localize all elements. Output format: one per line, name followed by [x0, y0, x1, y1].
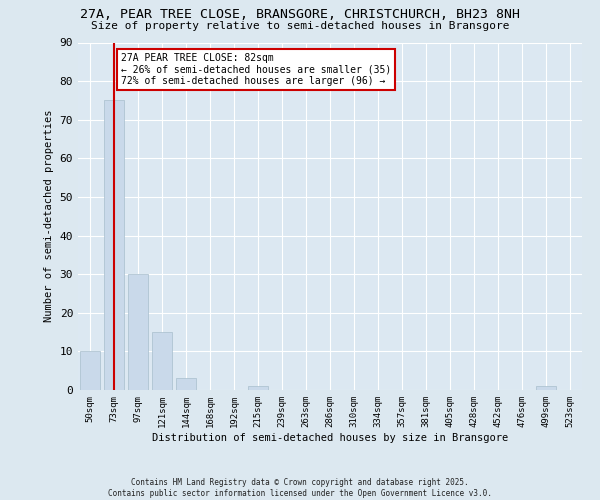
- Bar: [104, 100, 124, 390]
- X-axis label: Distribution of semi-detached houses by size in Bransgore: Distribution of semi-detached houses by …: [152, 432, 508, 442]
- Text: 27A PEAR TREE CLOSE: 82sqm
← 26% of semi-detached houses are smaller (35)
72% of: 27A PEAR TREE CLOSE: 82sqm ← 26% of semi…: [121, 53, 391, 86]
- Bar: [128, 274, 148, 390]
- Bar: [176, 378, 196, 390]
- Y-axis label: Number of semi-detached properties: Number of semi-detached properties: [44, 110, 54, 322]
- Text: 27A, PEAR TREE CLOSE, BRANSGORE, CHRISTCHURCH, BH23 8NH: 27A, PEAR TREE CLOSE, BRANSGORE, CHRISTC…: [80, 8, 520, 20]
- Bar: [80, 352, 100, 390]
- Bar: [248, 386, 268, 390]
- Text: Size of property relative to semi-detached houses in Bransgore: Size of property relative to semi-detach…: [91, 21, 509, 31]
- Text: Contains HM Land Registry data © Crown copyright and database right 2025.
Contai: Contains HM Land Registry data © Crown c…: [108, 478, 492, 498]
- Bar: [152, 332, 172, 390]
- Bar: [536, 386, 556, 390]
